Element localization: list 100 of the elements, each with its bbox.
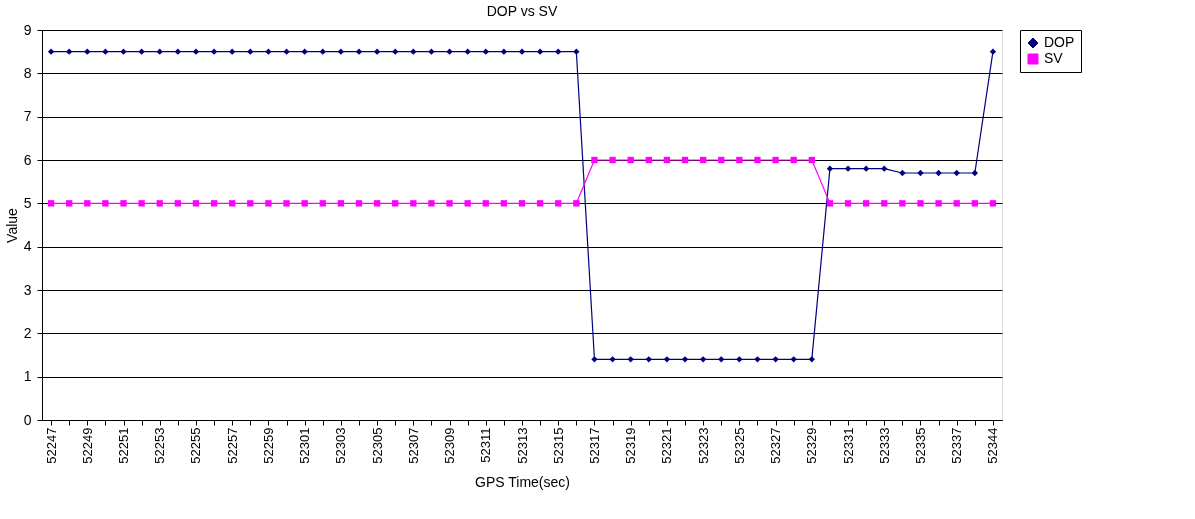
x-tick-label: 52319	[623, 427, 639, 464]
point	[826, 165, 834, 172]
point	[971, 169, 978, 177]
point	[301, 48, 308, 55]
point	[754, 356, 761, 363]
point	[518, 200, 526, 207]
point	[754, 156, 761, 164]
chart-title: DOP vs SV	[486, 3, 558, 19]
point	[844, 165, 852, 172]
point	[156, 200, 163, 207]
legend-label: SV	[1044, 50, 1064, 66]
point	[555, 200, 562, 207]
y-tick-label: 9	[23, 21, 32, 38]
point	[881, 200, 888, 207]
point	[989, 200, 997, 207]
point	[192, 48, 200, 55]
point	[373, 48, 381, 55]
point	[283, 200, 290, 207]
x-tick-label: 52311	[478, 427, 494, 463]
point	[464, 48, 471, 55]
point	[536, 200, 544, 207]
y-tick-label: 6	[23, 151, 32, 168]
point	[392, 200, 399, 207]
point	[591, 156, 598, 164]
point	[120, 48, 127, 55]
point	[120, 200, 127, 207]
point	[790, 356, 797, 363]
x-tick-label: 52315	[550, 427, 566, 464]
point	[192, 200, 200, 207]
point	[66, 48, 73, 55]
point	[826, 200, 834, 207]
point	[446, 48, 453, 55]
y-axis-title: Value	[3, 207, 20, 243]
point	[663, 356, 671, 363]
x-tick-label: 52333	[876, 427, 892, 464]
point	[627, 356, 634, 363]
point	[953, 169, 960, 177]
point	[699, 156, 707, 164]
point	[609, 156, 616, 164]
x-tick-label: 52307	[405, 427, 421, 464]
y-tick-label: 8	[23, 64, 32, 81]
point	[210, 200, 218, 207]
point	[971, 200, 978, 207]
point	[337, 200, 345, 207]
x-tick-label: 52255	[188, 427, 204, 464]
x-tick-label: 52344	[985, 427, 1001, 464]
point	[663, 156, 671, 164]
point	[247, 200, 254, 207]
point	[301, 200, 308, 207]
point	[229, 48, 236, 55]
point	[392, 48, 399, 55]
point	[718, 156, 725, 164]
point	[718, 356, 725, 363]
point	[555, 48, 562, 55]
x-tick-label: 52301	[297, 427, 313, 464]
point	[536, 48, 544, 55]
y-tick-label: 1	[23, 368, 32, 385]
point	[283, 48, 290, 55]
x-tick-label: 52253	[152, 427, 168, 464]
x-tick-label: 52313	[514, 427, 530, 464]
x-tick-label: 52327	[768, 427, 784, 464]
point	[790, 156, 797, 164]
point	[156, 48, 163, 55]
x-tick-label: 52323	[695, 427, 711, 464]
point	[591, 356, 598, 363]
x-tick-label: 52329	[804, 427, 820, 464]
x-tick-label: 52259	[260, 427, 276, 464]
point	[500, 48, 508, 55]
x-tick-label: 52335	[912, 427, 928, 464]
point	[518, 48, 526, 55]
x-tick-label: 52317	[586, 427, 602, 464]
x-tick-label: 52305	[369, 427, 385, 464]
x-tick-label: 52251	[116, 427, 132, 464]
point	[229, 200, 236, 207]
x-tick-label: 52325	[731, 427, 747, 464]
point	[844, 200, 852, 207]
point	[899, 169, 906, 177]
point	[935, 200, 942, 207]
point	[247, 48, 254, 55]
point	[428, 200, 435, 207]
point	[84, 200, 91, 207]
point	[174, 48, 182, 55]
x-tick-label: 52303	[333, 427, 349, 464]
point	[881, 165, 888, 172]
point	[935, 169, 942, 177]
x-tick-label: 52247	[43, 427, 59, 464]
x-tick-label: 52331	[840, 427, 856, 464]
point	[66, 200, 73, 207]
point	[989, 48, 997, 55]
point	[265, 48, 272, 55]
point	[500, 200, 508, 207]
point	[47, 200, 55, 207]
point	[410, 48, 417, 55]
x-tick-label: 52337	[949, 427, 965, 464]
point	[355, 200, 363, 207]
point	[736, 356, 743, 363]
point	[319, 48, 326, 55]
point	[337, 48, 345, 55]
y-tick-label: 5	[23, 194, 32, 211]
point	[645, 156, 652, 164]
